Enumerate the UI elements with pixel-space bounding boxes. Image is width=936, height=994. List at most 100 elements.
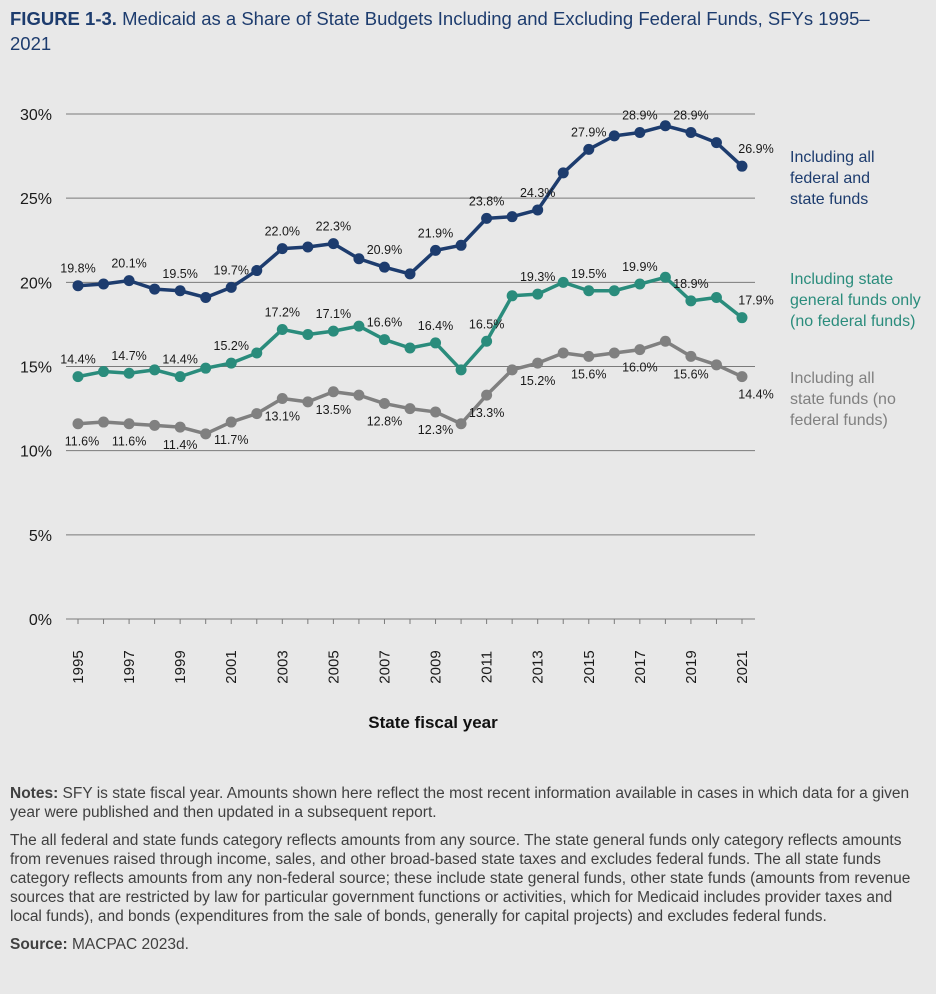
data-point <box>608 130 620 142</box>
notes-paragraph-2: The all federal and state funds category… <box>10 832 911 925</box>
x-tick-label: 2017 <box>632 650 649 683</box>
data-label: 28.9% <box>673 109 708 123</box>
data-label: 17.1% <box>316 307 351 321</box>
x-axis-title: State fiscal year <box>368 713 498 732</box>
data-label: 19.3% <box>520 270 555 284</box>
data-label: 14.4% <box>162 353 197 367</box>
data-label: 19.7% <box>214 263 249 277</box>
axes: 0% 5% 10% 15% 20% 25% 30% 1995 1997 1999 2001 2003 2… <box>20 107 755 684</box>
data-point <box>634 278 646 290</box>
data-point <box>532 288 544 300</box>
y-tick-label: 20% <box>20 275 52 292</box>
x-tick-label: 1997 <box>121 650 138 683</box>
data-point <box>736 371 748 383</box>
data-point <box>430 406 442 418</box>
legend-label: federal and <box>790 170 870 187</box>
data-point <box>353 389 365 401</box>
data-point <box>685 295 697 307</box>
data-label: 11.6% <box>112 435 147 449</box>
y-tick-label: 0% <box>29 612 52 629</box>
data-label: 27.9% <box>571 125 606 139</box>
data-label: 28.9% <box>622 109 657 123</box>
series-group <box>72 120 748 440</box>
data-point <box>225 281 237 293</box>
data-point <box>225 416 237 428</box>
legend-label: Including all <box>790 149 875 166</box>
legend-label: Including state <box>790 271 893 288</box>
data-point <box>634 344 646 356</box>
y-tick-label: 15% <box>20 360 52 377</box>
data-point <box>557 347 569 359</box>
data-label: 13.1% <box>265 409 300 423</box>
x-tick-label: 2003 <box>274 650 291 683</box>
data-point <box>302 329 314 341</box>
data-point <box>98 416 110 428</box>
data-point <box>174 285 186 297</box>
data-point <box>72 280 84 292</box>
legend-label: federal funds) <box>790 412 888 429</box>
x-tick-label: 2005 <box>325 650 342 683</box>
data-label: 12.8% <box>367 415 402 429</box>
data-point <box>251 408 263 420</box>
data-point <box>506 290 518 302</box>
data-point <box>404 403 416 415</box>
legend-label: state funds <box>790 191 868 208</box>
data-point <box>736 160 748 172</box>
data-point <box>98 366 110 378</box>
x-tick-label: 2007 <box>376 650 393 683</box>
data-point <box>532 357 544 369</box>
y-tick-label: 25% <box>20 191 52 208</box>
data-point <box>276 243 288 255</box>
data-label: 20.9% <box>367 243 402 257</box>
data-point <box>506 211 518 223</box>
notes-text: SFY is state fiscal year. Amounts shown … <box>10 785 910 821</box>
x-tick-label: 2021 <box>734 650 751 683</box>
data-point <box>251 347 263 359</box>
data-point <box>608 285 620 297</box>
data-point <box>659 120 671 132</box>
data-point <box>327 325 339 337</box>
data-point <box>200 428 212 440</box>
data-label: 11.6% <box>65 435 100 449</box>
data-point <box>353 253 365 265</box>
data-label: 19.5% <box>162 267 197 281</box>
data-point <box>532 204 544 216</box>
data-point <box>710 291 722 303</box>
x-tick-label: 2015 <box>581 650 598 683</box>
legend-label: (no federal funds) <box>790 313 915 330</box>
data-label: 16.4% <box>418 319 453 333</box>
data-point <box>149 364 161 376</box>
figure-label: FIGURE 1-3. <box>10 8 117 29</box>
data-point <box>149 419 161 431</box>
data-label: 15.6% <box>673 367 708 381</box>
data-label: 14.4% <box>60 353 95 367</box>
data-label: 19.5% <box>571 267 606 281</box>
data-point <box>583 285 595 297</box>
data-point <box>481 389 493 401</box>
data-label: 12.3% <box>418 423 453 437</box>
data-point <box>736 312 748 324</box>
legend-label: general funds only <box>790 292 921 309</box>
data-label: 16.6% <box>367 316 402 330</box>
data-point <box>327 386 339 398</box>
data-point <box>200 362 212 374</box>
data-label: 11.7% <box>214 433 249 447</box>
data-point <box>123 275 135 287</box>
data-point <box>123 367 135 379</box>
data-point <box>634 127 646 139</box>
data-label: 18.9% <box>673 277 708 291</box>
source-line: Source: MACPAC 2023d. <box>10 935 926 954</box>
data-label: 11.4% <box>163 438 198 452</box>
data-point <box>276 392 288 404</box>
x-tick-label: 2001 <box>223 650 240 683</box>
data-label: 14.4% <box>738 388 773 402</box>
data-label: 17.9% <box>738 294 773 308</box>
data-point <box>378 334 390 346</box>
data-point <box>353 320 365 332</box>
data-point <box>455 239 467 251</box>
data-label: 23.8% <box>469 194 504 208</box>
data-point <box>302 241 314 253</box>
data-label: 15.2% <box>214 339 249 353</box>
data-point <box>327 238 339 250</box>
data-point <box>583 350 595 362</box>
